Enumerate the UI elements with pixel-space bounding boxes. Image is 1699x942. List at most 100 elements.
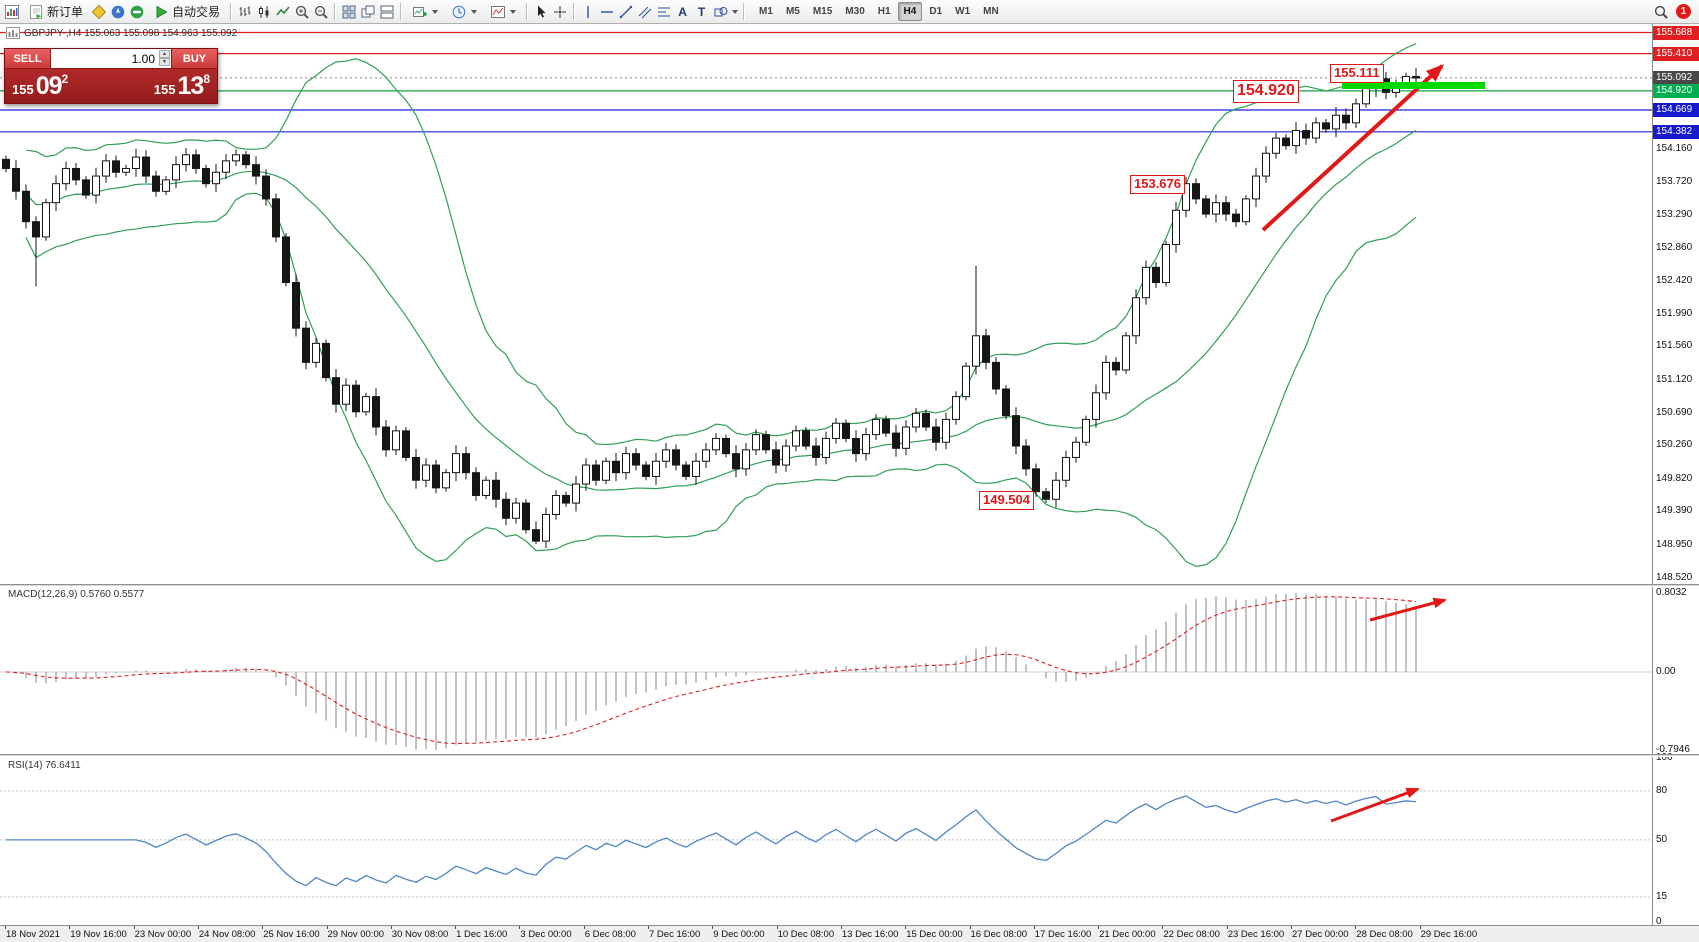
lot-spinner: ▲ ▼ <box>159 50 170 66</box>
price-callout[interactable]: 149.504 <box>979 491 1034 510</box>
price-label: 151.120 <box>1656 373 1693 385</box>
price-label: 151.560 <box>1656 340 1693 352</box>
periods-button[interactable] <box>445 2 482 22</box>
time-label: 27 Dec 00:00 <box>1292 929 1349 940</box>
panel-divider-macd[interactable] <box>0 584 1699 587</box>
timeframe-w1[interactable]: W1 <box>955 6 971 17</box>
sell-price[interactable]: 155092 <box>12 71 69 100</box>
autotrade-play-icon <box>152 3 169 20</box>
candlestick-type-icon[interactable] <box>255 3 272 20</box>
price-label: 153.290 <box>1656 208 1693 220</box>
chart-window-icon[interactable] <box>3 3 20 20</box>
time-tick <box>776 926 778 929</box>
shapes-tool-icon[interactable] <box>712 3 729 20</box>
autotrade-button[interactable]: 自动交易 <box>147 2 225 22</box>
notification-badge[interactable]: 1 <box>1676 4 1691 19</box>
time-label: 22 Dec 08:00 <box>1163 929 1220 940</box>
price-chart[interactable] <box>0 24 1652 925</box>
price-label: 152.860 <box>1656 241 1693 253</box>
time-label: 19 Nov 16:00 <box>70 929 127 940</box>
new-order-label: 新订单 <box>47 5 84 19</box>
main-toolbar: 新订单 自动交易 <box>0 0 1699 24</box>
time-label: 15 Dec 00:00 <box>906 929 963 940</box>
lot-size-input[interactable]: 1.00 ▲ ▼ <box>51 49 171 68</box>
price-tag: 154.920 <box>1653 83 1699 98</box>
price-label: 150.690 <box>1656 406 1693 418</box>
label-tool-icon[interactable]: T <box>697 4 706 19</box>
price-scale[interactable]: 154.160 153.720 153.290 152.860 152.420 151.9… <box>1652 24 1699 927</box>
buy-button[interactable]: BUY <box>171 49 217 68</box>
rsi-scale-label: 15 <box>1656 891 1668 902</box>
price-callout[interactable]: 154.920 <box>1233 80 1299 103</box>
new-chart-button[interactable] <box>406 2 443 22</box>
timeframe-d1[interactable]: D1 <box>929 6 943 17</box>
sell-button[interactable]: SELL <box>5 49 51 68</box>
lot-value[interactable]: 1.00 <box>131 51 155 66</box>
lot-increase-button[interactable]: ▲ <box>159 50 170 58</box>
time-tick <box>1419 926 1421 929</box>
timeframe-m15[interactable]: M15 <box>812 6 833 17</box>
toolbar-separator <box>334 3 336 20</box>
terminal-icon[interactable] <box>128 3 145 20</box>
lot-decrease-button[interactable]: ▼ <box>159 58 170 66</box>
arrange-windows-icon[interactable] <box>378 3 395 20</box>
channel-tool-icon[interactable] <box>636 3 653 20</box>
indicators-button[interactable] <box>484 2 521 22</box>
timeframe-h1[interactable]: H1 <box>877 6 891 17</box>
time-label: 6 Dec 08:00 <box>584 929 636 940</box>
price-callout[interactable]: 153.676 <box>1130 175 1185 194</box>
trade-panel-top-row: SELL 1.00 ▲ ▼ BUY <box>5 49 217 69</box>
price-tag: 155.688 <box>1653 25 1699 40</box>
price-label: 149.390 <box>1656 505 1693 517</box>
bar-chart-type-icon[interactable] <box>236 3 253 20</box>
zoom-in-icon[interactable] <box>293 3 310 20</box>
green-highlight-bar[interactable] <box>1342 82 1485 89</box>
trendline-tool-icon[interactable] <box>617 3 634 20</box>
time-label: 29 Nov 00:00 <box>327 929 385 940</box>
toolbar-separator <box>526 3 528 20</box>
zoom-out-icon[interactable] <box>312 3 329 20</box>
time-axis[interactable]: 18 Nov 2021 19 Nov 16:00 23 Nov 00:00 24 No… <box>0 925 1699 942</box>
cursor-arrow-icon[interactable] <box>532 3 549 20</box>
search-icon[interactable] <box>1652 3 1669 20</box>
tile-windows-icon[interactable] <box>340 3 357 20</box>
price-label: 154.160 <box>1656 142 1693 154</box>
time-label: 29 Dec 16:00 <box>1420 929 1478 940</box>
time-tick <box>390 926 392 929</box>
dropdown-caret-icon <box>732 9 739 14</box>
cascade-windows-icon[interactable] <box>359 3 376 20</box>
horizontal-line-tool-icon[interactable] <box>598 3 615 20</box>
toolbar-separator <box>743 3 745 20</box>
time-label: 3 Dec 00:00 <box>520 929 572 940</box>
rsi-scale-label: 0 <box>1656 915 1662 927</box>
text-tool-icon[interactable]: A <box>678 4 687 19</box>
time-tick <box>712 926 714 929</box>
timeframe-mn[interactable]: MN <box>983 6 999 17</box>
time-label: 9 Dec 00:00 <box>713 929 765 940</box>
toolbar-separator <box>230 3 232 20</box>
crosshair-icon[interactable] <box>551 3 568 20</box>
price-tag: 154.669 <box>1653 102 1699 117</box>
symbol-ohlc-line: GBPJPY-,H4 155.063 155.098 154.963 155.0… <box>24 28 238 39</box>
time-label: 18 Nov 2021 <box>6 929 60 940</box>
timeframe-m30[interactable]: M30 <box>845 6 865 17</box>
timeframe-m1[interactable]: M1 <box>759 6 773 17</box>
rsi-scale-label: 100 <box>1656 752 1673 764</box>
new-order-button[interactable]: 新订单 <box>22 2 88 22</box>
timeframe-m5[interactable]: M5 <box>785 6 800 17</box>
line-chart-type-icon[interactable] <box>274 3 291 20</box>
fibonacci-tool-icon[interactable] <box>655 3 672 20</box>
timeframe-h4[interactable]: H4 <box>897 2 923 21</box>
price-label: 153.720 <box>1656 176 1693 188</box>
price-label: 149.820 <box>1656 472 1693 484</box>
price-callout[interactable]: 155.111 <box>1330 64 1384 83</box>
time-label: 7 Dec 16:00 <box>649 929 701 940</box>
market-watch-icon[interactable] <box>90 3 107 20</box>
time-tick <box>1291 926 1292 929</box>
panel-divider-rsi[interactable] <box>0 754 1699 757</box>
vertical-line-tool-icon[interactable] <box>579 3 596 20</box>
navigator-icon[interactable] <box>109 3 126 20</box>
time-label: 10 Dec 08:00 <box>777 929 835 940</box>
buy-price[interactable]: 155138 <box>153 71 210 100</box>
